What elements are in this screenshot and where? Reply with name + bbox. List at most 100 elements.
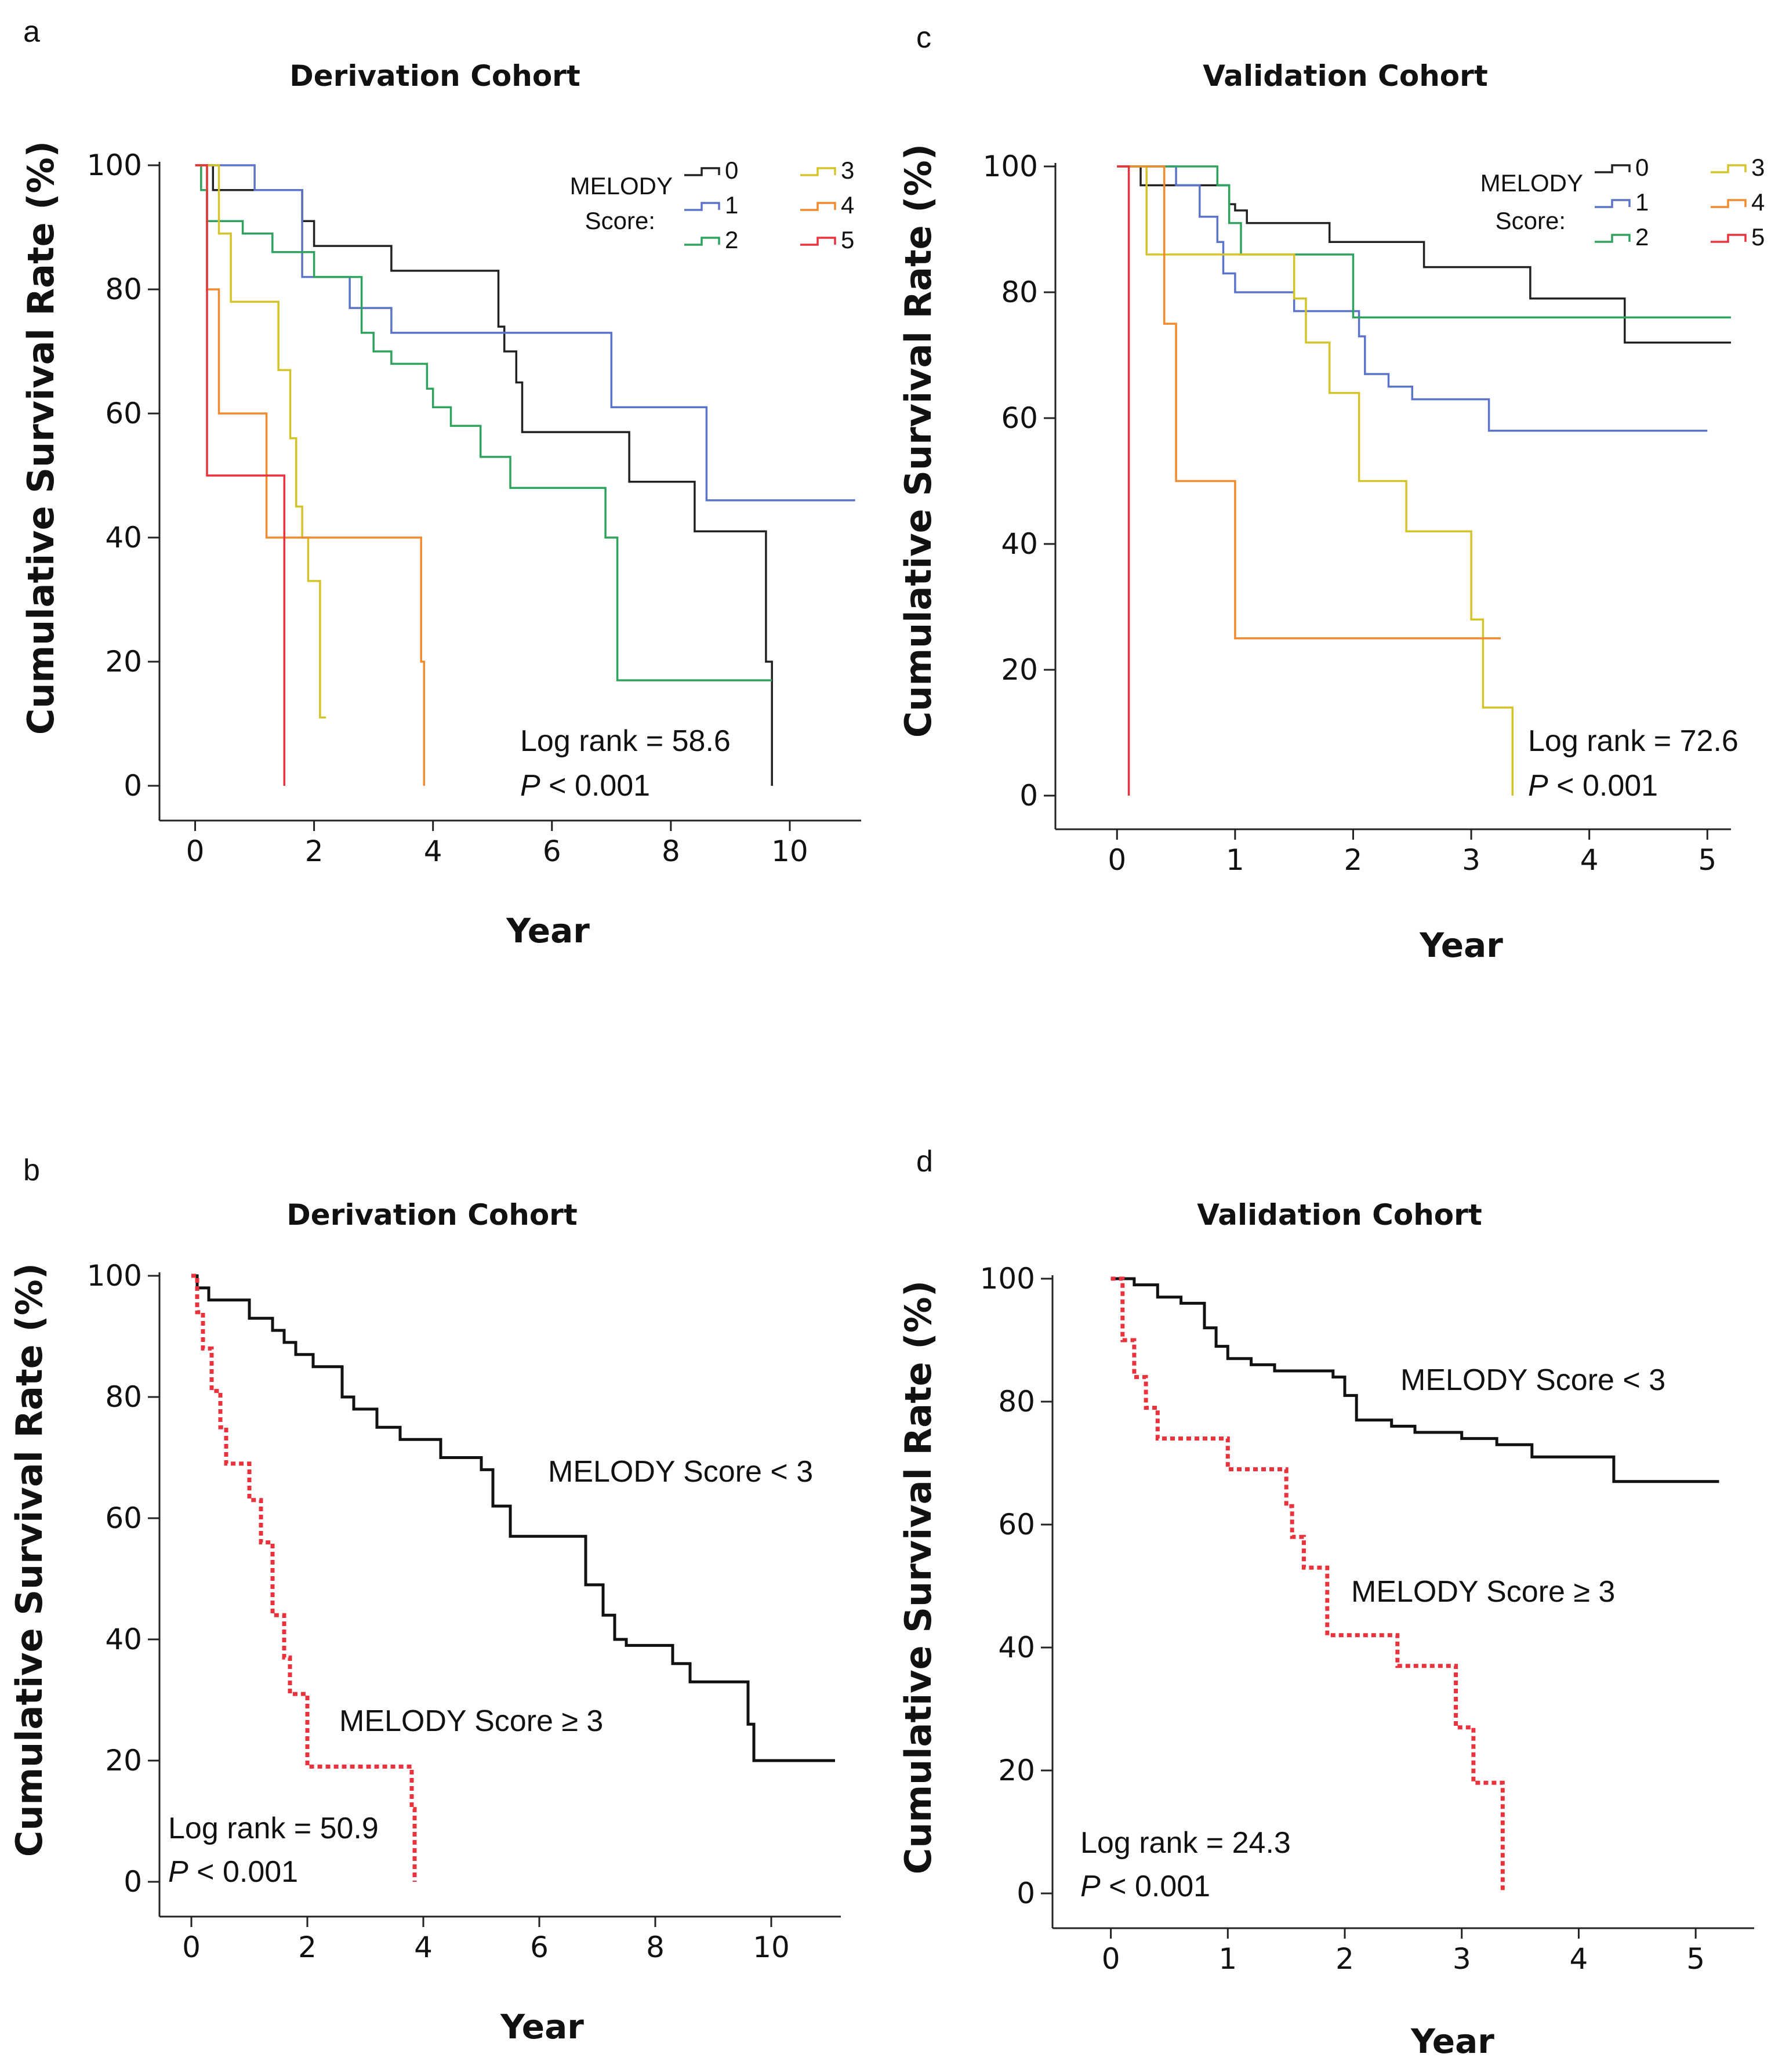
legend-label-3: 3 [1751, 154, 1765, 181]
panel-b-label-ge3: MELODY Score ≥ 3 [339, 1704, 603, 1738]
legend-label-1: 1 [725, 191, 738, 219]
panel-c-legend-title-1: MELODY [1480, 169, 1583, 197]
legend-label-4: 4 [841, 191, 854, 219]
x-tick-label: 2 [1335, 1942, 1354, 1976]
x-tick-label: 3 [1462, 843, 1480, 877]
y-tick-label: 20 [105, 1744, 142, 1777]
panel-a-title: Derivation Cohort [289, 59, 580, 93]
y-tick-label: 60 [105, 1501, 142, 1535]
panel-b-x-axis-label: Year [500, 2007, 584, 2046]
panel-b-axes: 0 20 40 60 80 100 0 2 4 6 8 10 [87, 1259, 841, 1964]
y-tick-label: 80 [105, 1380, 142, 1414]
y-tick-label: 100 [980, 1262, 1035, 1296]
legend-swatch-1 [1595, 199, 1631, 208]
x-tick-label: 8 [662, 834, 680, 868]
y-tick-label: 40 [998, 1631, 1035, 1664]
x-tick-label: 0 [182, 1931, 201, 1964]
legend-label-2: 2 [725, 226, 738, 253]
panel-c-x-axis-label: Year [1419, 926, 1503, 965]
panel-label-a: a [23, 15, 40, 49]
y-tick-label: 40 [105, 521, 142, 554]
legend-label-0: 0 [725, 157, 738, 184]
survival-curve-1 [1117, 165, 1708, 432]
y-tick-label: 60 [1001, 401, 1038, 435]
panel-d-label-ge3: MELODY Score ≥ 3 [1351, 1575, 1615, 1609]
x-tick-label: 5 [1686, 1942, 1705, 1976]
y-tick-label: 0 [124, 769, 142, 803]
panel-d-axes: 0 20 40 60 80 100 0 1 2 3 4 5 [980, 1262, 1754, 1976]
legend-swatch-2 [684, 237, 720, 246]
x-tick-label: 4 [1570, 1942, 1588, 1976]
x-tick-label: 1 [1226, 843, 1244, 877]
x-tick-label: 4 [1580, 843, 1599, 877]
survival-curve-2 [195, 164, 772, 681]
x-tick-label: 10 [753, 1931, 790, 1964]
panel-b-curves [191, 1273, 835, 1882]
x-tick-label: 6 [530, 1931, 549, 1964]
legend-swatch-0 [684, 167, 720, 176]
panel-d-log-rank: Log rank = 24.3 [1080, 1826, 1291, 1860]
survival-curve-1 [195, 164, 855, 502]
panel-a-legend-title-2: Score: [585, 207, 655, 234]
x-tick-label: 8 [646, 1931, 665, 1964]
survival-curve-melody-score-3 [191, 1274, 835, 1762]
panel-b-y-axis-label: Cumulative Survival Rate (%) [8, 1263, 50, 1857]
legend-label-5: 5 [1751, 223, 1765, 251]
legend-swatch-0 [1595, 164, 1631, 173]
y-tick-label: 40 [1001, 527, 1038, 561]
legend-swatch-4 [1711, 199, 1747, 208]
y-tick-label: 40 [105, 1623, 142, 1656]
panel-d-title: Validation Cohort [1197, 1198, 1482, 1232]
x-tick-label: 0 [186, 834, 205, 868]
panel-d-x-axis-label: Year [1410, 2022, 1494, 2061]
legend-swatch-2 [1595, 234, 1631, 243]
panel-d-curves [1110, 1276, 1719, 1893]
panel-a: a Derivation Cohort Cumulative Survival … [20, 15, 861, 950]
legend-swatch-3 [1711, 164, 1747, 173]
panel-c-y-axis-label: Cumulative Survival Rate (%) [897, 144, 939, 738]
y-tick-label: 100 [87, 148, 142, 182]
panel-a-log-rank: Log rank = 58.6 [520, 724, 731, 758]
x-tick-label: 4 [424, 834, 442, 868]
x-tick-label: 2 [305, 834, 324, 868]
panel-b-title: Derivation Cohort [286, 1198, 578, 1232]
y-tick-label: 80 [105, 273, 142, 306]
panel-b-p-value: P < 0.001 [168, 1855, 298, 1889]
panel-b-label-lt3: MELODY Score < 3 [548, 1455, 813, 1489]
panel-c-legend-title-2: Score: [1496, 207, 1566, 234]
y-tick-label: 0 [1017, 1877, 1035, 1910]
x-tick-label: 2 [298, 1931, 317, 1964]
panel-label-b: b [23, 1153, 40, 1187]
legend-label-5: 5 [841, 226, 854, 253]
y-tick-label: 0 [1019, 779, 1038, 812]
x-tick-label: 6 [543, 834, 561, 868]
legend-swatch-5 [800, 237, 836, 246]
x-tick-label: 2 [1344, 843, 1363, 877]
x-tick-label: 4 [414, 1931, 433, 1964]
survival-curve-3 [195, 164, 326, 719]
panel-c-p-value: P < 0.001 [1528, 769, 1658, 803]
panel-a-x-axis-label: Year [506, 911, 590, 950]
legend-label-2: 2 [1635, 223, 1649, 251]
panel-b: b Derivation Cohort Cumulative Survival … [8, 1153, 841, 2046]
legend-swatch-3 [800, 167, 836, 176]
panel-c-log-rank: Log rank = 72.6 [1528, 724, 1739, 758]
y-tick-label: 100 [983, 150, 1038, 183]
panel-c: c Validation Cohort Cumulative Survival … [897, 21, 1765, 965]
panel-b-log-rank: Log rank = 50.9 [168, 1812, 379, 1845]
y-tick-label: 100 [87, 1259, 142, 1293]
survival-curve-4 [1117, 165, 1501, 640]
panel-a-curves [195, 164, 855, 786]
panel-label-c: c [916, 21, 931, 55]
legend-swatch-4 [800, 202, 836, 211]
panel-a-y-axis-label: Cumulative Survival Rate (%) [20, 141, 62, 735]
survival-curve-5 [195, 164, 286, 786]
y-tick-label: 20 [1001, 653, 1038, 687]
legend-label-3: 3 [841, 157, 854, 184]
survival-curve-melody-score-3 [191, 1273, 417, 1882]
panel-c-curves [1117, 165, 1731, 796]
x-tick-label: 5 [1698, 843, 1716, 877]
